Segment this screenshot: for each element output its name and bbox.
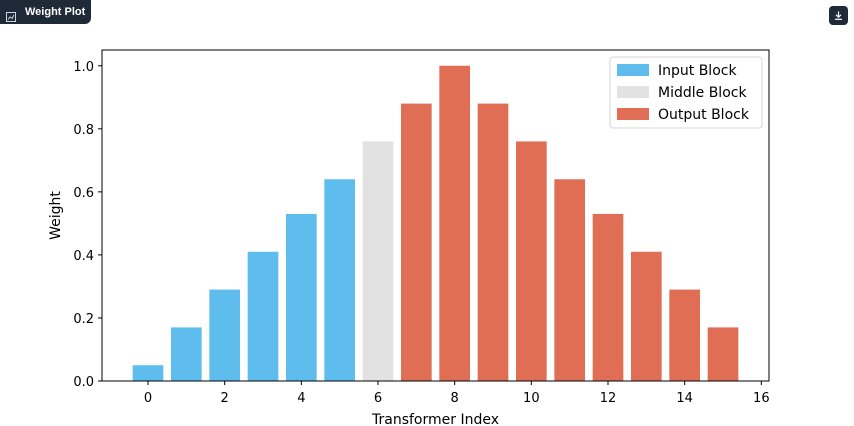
plot-title: Weight Plot: [25, 6, 86, 18]
bar: [171, 327, 202, 381]
y-tick-label: 1.0: [73, 60, 94, 75]
legend-swatch: [617, 86, 649, 98]
legend-label: Middle Block: [658, 85, 747, 101]
download-button[interactable]: [829, 6, 848, 25]
x-tick-label: 2: [221, 391, 229, 406]
bar: [209, 289, 240, 381]
y-axis-label: Weight: [48, 191, 64, 240]
bar: [401, 103, 432, 381]
legend-swatch: [617, 108, 649, 120]
x-tick-label: 4: [297, 391, 305, 406]
bar: [362, 141, 394, 381]
plot-title-tab: Weight Plot: [0, 0, 91, 24]
bar: [286, 213, 317, 381]
x-tick-label: 16: [753, 391, 770, 406]
x-tick-label: 8: [451, 391, 459, 406]
bar: [516, 141, 547, 381]
bar: [707, 327, 739, 381]
x-tick-label: 14: [676, 391, 693, 406]
y-tick-label: 0.2: [73, 312, 94, 327]
y-tick-label: 0.0: [73, 375, 94, 390]
x-axis-label: Transformer Index: [371, 412, 499, 426]
bar: [247, 251, 279, 381]
bar: [439, 65, 470, 381]
legend: Input Block Middle Block Output Block: [609, 56, 763, 129]
bar: [631, 251, 662, 381]
y-tick-label: 0.4: [73, 249, 94, 264]
x-tick-label: 6: [374, 391, 382, 406]
legend-swatch: [617, 64, 649, 76]
y-tick-label: 0.8: [73, 123, 94, 138]
bar: [554, 179, 585, 381]
bars: [132, 65, 739, 381]
bar: [477, 103, 509, 381]
x-tick-label: 10: [523, 391, 540, 406]
plot-frame: [101, 49, 770, 382]
chart-icon: [6, 7, 16, 22]
bar: [592, 213, 624, 381]
bar: [324, 179, 355, 381]
x-axis-ticks: 0 2 4 6 8 10 12 14 16: [144, 381, 770, 406]
bar: [132, 365, 164, 381]
bar: [669, 289, 700, 381]
y-tick-label: 0.6: [73, 186, 94, 201]
legend-label: Input Block: [658, 63, 737, 79]
legend-label: Output Block: [658, 107, 750, 123]
x-tick-label: 0: [144, 391, 152, 406]
download-icon: [833, 6, 844, 25]
y-axis-ticks: 0.0 0.2 0.4 0.6 0.8 1.0: [73, 60, 102, 390]
x-tick-label: 12: [600, 391, 617, 406]
